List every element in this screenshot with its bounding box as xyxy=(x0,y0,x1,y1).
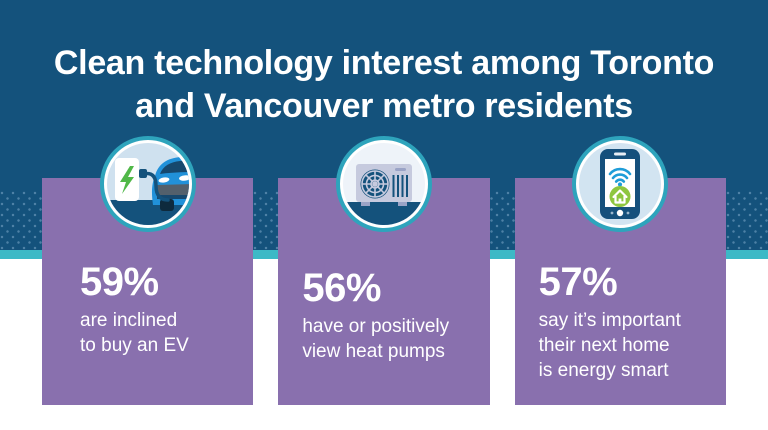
infographic-title: Clean technology interest among Toronto … xyxy=(0,42,768,128)
title-line-2: and Vancouver metro residents xyxy=(135,87,633,125)
stat-description-line: is energy smart xyxy=(538,360,669,381)
stat-description-ev: are inclined to buy an EV xyxy=(80,308,235,358)
stat-card-heat-pump-body: 56% have or positively view heat pumps xyxy=(278,178,489,364)
stat-card-energy-smart-body: 57% say it’s important their next home i… xyxy=(515,178,726,383)
stat-value-heat-pump: 56% xyxy=(302,266,381,310)
icon-circle-heat-pump xyxy=(335,136,432,232)
ev-charging-illustration xyxy=(106,156,189,225)
stat-card-ev: 59% are inclined to buy an EV xyxy=(42,136,254,405)
icon-circle-ev xyxy=(99,136,196,232)
stat-description-line: to buy an EV xyxy=(80,335,189,356)
smart-home-phone-icon xyxy=(579,143,662,225)
ev-charging-icon xyxy=(106,143,189,225)
stat-description-heat-pump: have or positively view heat pumps xyxy=(302,314,471,364)
stat-card-energy-smart: 57% say it’s important their next home i… xyxy=(514,136,726,405)
title-line-1: Clean technology interest among Toronto xyxy=(53,44,715,82)
stat-description-line: view heat pumps xyxy=(302,341,445,362)
heat-pump-illustration xyxy=(342,164,425,225)
heat-pump-icon xyxy=(342,143,425,225)
stat-description-line: have or positively xyxy=(302,316,450,337)
smart-home-phone-illustration xyxy=(600,149,641,219)
stat-value-ev: 59% xyxy=(80,260,159,304)
stat-card-ev-body: 59% are inclined to buy an EV xyxy=(42,178,253,358)
stat-cards-row: 59% are inclined to buy an EV xyxy=(42,136,726,405)
stat-value-energy-smart: 57% xyxy=(538,260,618,304)
icon-circle-smart-home xyxy=(572,136,669,232)
stat-description-line: say it’s important xyxy=(538,310,681,331)
stat-description-line: are inclined xyxy=(80,310,178,331)
stat-description-line: their next home xyxy=(538,335,670,356)
stat-description-energy-smart: say it’s important their next home is en… xyxy=(539,308,708,383)
stat-card-heat-pump: 56% have or positively view heat pumps xyxy=(278,136,490,405)
